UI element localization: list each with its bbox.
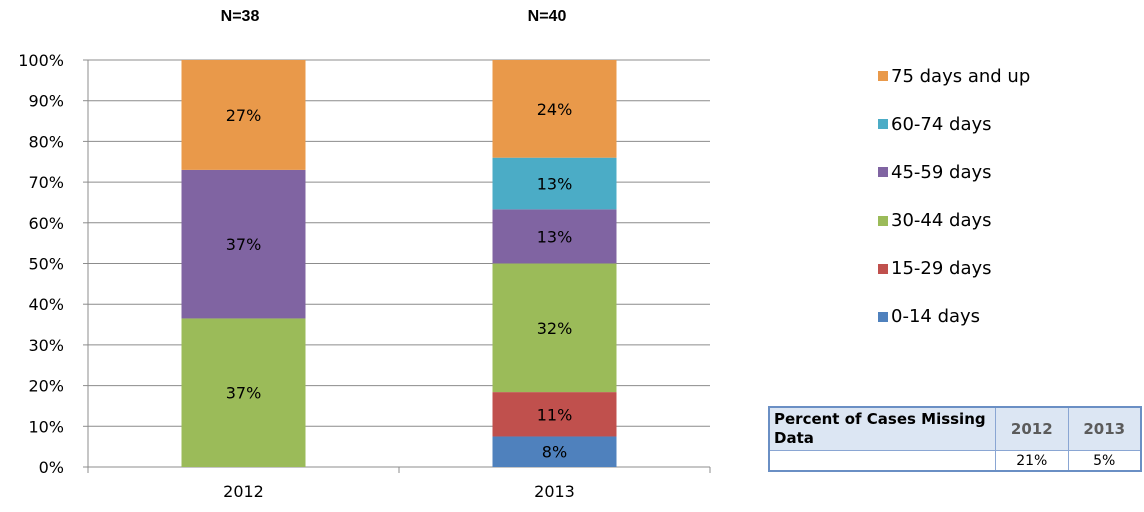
y-tick-label: 50% bbox=[28, 255, 64, 274]
y-tick-label: 90% bbox=[28, 92, 64, 111]
y-tick-label: 40% bbox=[28, 295, 64, 314]
bar-segment-75-days-and-up bbox=[181, 60, 306, 170]
y-tick-label: 10% bbox=[28, 417, 64, 436]
y-tick-label: 60% bbox=[28, 214, 64, 233]
table-cell-empty bbox=[768, 450, 997, 472]
legend-label: 45-59 days bbox=[891, 161, 992, 183]
table-header-row: Percent of Cases Missing Data 2012 2013 bbox=[768, 406, 1142, 451]
legend-swatch bbox=[878, 311, 888, 322]
data-label: 27% bbox=[226, 106, 262, 125]
n-label-2013: N=40 bbox=[527, 8, 567, 25]
data-label: 37% bbox=[226, 384, 262, 403]
legend-swatch bbox=[878, 167, 888, 178]
legend-item-45-59: 45-59 days bbox=[878, 160, 1030, 184]
legend-item-15-29: 15-29 days bbox=[878, 257, 1030, 281]
data-label: 32% bbox=[537, 319, 573, 338]
legend-swatch bbox=[878, 215, 888, 226]
bar-segment-30-44-days bbox=[181, 318, 306, 467]
bar-segment-45-59-days bbox=[181, 169, 306, 319]
table-value-2012: 21% bbox=[995, 450, 1069, 472]
table-year-2012: 2012 bbox=[995, 406, 1069, 451]
legend-item-30-44: 30-44 days bbox=[878, 209, 1030, 233]
y-tick-label: 80% bbox=[28, 132, 64, 151]
x-tick-label: 2012 bbox=[223, 482, 264, 501]
bar-segment-30-44-days bbox=[492, 263, 617, 393]
legend-item-75-up: 75 days and up bbox=[878, 64, 1030, 88]
bar-segment-60-74-days bbox=[492, 157, 617, 210]
table-value-2013: 5% bbox=[1067, 450, 1142, 472]
data-label: 24% bbox=[537, 100, 573, 119]
data-label: 8% bbox=[542, 443, 567, 462]
stacked-bar-chart: 0% 10% 20% 30% 40% 50% 60% 70% 80% 90% 100% 37% 37% 2… bbox=[18, 51, 711, 501]
bar-segment-45-59-days bbox=[492, 209, 617, 264]
legend-label: 60-74 days bbox=[891, 113, 992, 135]
data-label: 13% bbox=[537, 175, 573, 194]
x-tick-label: 2013 bbox=[534, 482, 575, 501]
legend-label: 15-29 days bbox=[891, 258, 992, 280]
legend-item-60-74: 60-74 days bbox=[878, 112, 1030, 136]
y-tick-label: 100% bbox=[18, 51, 64, 70]
n-label-2012: N=38 bbox=[220, 8, 260, 25]
legend-label: 0-14 days bbox=[891, 306, 981, 328]
y-tick-label: 70% bbox=[28, 173, 64, 192]
data-label: 37% bbox=[226, 235, 262, 254]
legend-item-0-14: 0-14 days bbox=[878, 305, 1030, 329]
table-row-header: Percent of Cases Missing Data bbox=[768, 406, 997, 451]
data-label: 13% bbox=[537, 227, 573, 246]
table-row: 21% 5% bbox=[768, 450, 1142, 472]
missing-data-table: Percent of Cases Missing Data 2012 2013 … bbox=[768, 406, 1142, 472]
legend-swatch bbox=[878, 71, 888, 81]
y-tick-label: 0% bbox=[39, 458, 64, 477]
table-year-2013: 2013 bbox=[1067, 406, 1142, 451]
data-label: 11% bbox=[537, 405, 573, 424]
bar-segment-15-29-days bbox=[492, 392, 617, 437]
legend-swatch bbox=[878, 263, 888, 274]
chart-legend: 75 days and up 60-74 days 45-59 days 30-… bbox=[878, 64, 1030, 353]
bar-segment-75-days-and-up bbox=[492, 60, 617, 158]
y-tick-label: 30% bbox=[28, 336, 64, 355]
bar-segment-0-14-days bbox=[492, 436, 617, 467]
legend-label: 75 days and up bbox=[891, 65, 1031, 87]
legend-swatch bbox=[878, 119, 888, 130]
y-tick-label: 20% bbox=[28, 377, 64, 396]
legend-label: 30-44 days bbox=[891, 210, 992, 232]
